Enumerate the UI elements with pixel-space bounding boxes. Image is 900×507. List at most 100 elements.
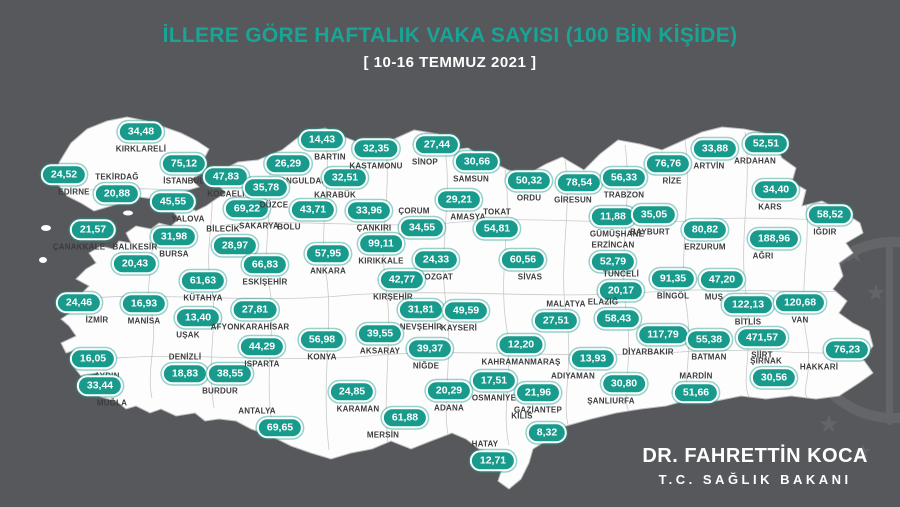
province-value-badge: 20,29 bbox=[425, 380, 473, 401]
province-marker: 78,54 GİRESUN bbox=[554, 172, 603, 204]
province-name-label: ARDAHAN bbox=[734, 155, 776, 165]
province-name-label: RİZE bbox=[662, 175, 682, 185]
province-marker: 471,57 SİİRT bbox=[735, 327, 789, 359]
province-marker: 60,56 SİVAS bbox=[499, 249, 547, 281]
province-marker: 24,33 YOZGAT bbox=[412, 249, 460, 281]
province-name-label: İZMİR bbox=[85, 314, 109, 324]
province-marker: 21,96 GAZİANTEP bbox=[514, 382, 562, 414]
province-value-badge: 28,97 bbox=[211, 235, 259, 256]
province-name-label: BURSA bbox=[159, 248, 189, 258]
province-name-label: YALOVA bbox=[171, 213, 205, 223]
province-marker: 33,44 MUĞLA bbox=[76, 375, 127, 407]
province-marker: 50,32 ORDU bbox=[505, 170, 553, 202]
province-name-label: AMASYA bbox=[450, 211, 486, 221]
province-marker: 12,20 KAHRAMANMARAŞ bbox=[481, 334, 560, 366]
province-name-label: BİTLİS bbox=[734, 316, 762, 326]
svg-text:★: ★ bbox=[866, 280, 886, 305]
province-name-label: ÇORUM bbox=[398, 206, 430, 216]
province-marker: 39,55 AKSARAY bbox=[356, 323, 404, 355]
province-marker: 30,66 SAMSUN bbox=[453, 151, 501, 183]
province-value-badge: 38,55 bbox=[206, 363, 254, 384]
province-marker: 76,76 RİZE bbox=[644, 153, 692, 185]
province-name-label: IĞDIR bbox=[813, 226, 837, 236]
province-marker: ERZİNCAN 52,79 bbox=[589, 240, 637, 272]
province-value-badge: 58,52 bbox=[806, 204, 854, 225]
province-value-badge: 76,76 bbox=[644, 153, 692, 174]
province-name-label: GAZİANTEP bbox=[513, 404, 563, 414]
province-name-label: TRABZON bbox=[603, 189, 645, 199]
province-value-badge: 26,29 bbox=[264, 153, 312, 174]
province-value-badge: 21,96 bbox=[514, 382, 562, 403]
province-marker: 11,88 GÜMÜŞHANE bbox=[586, 206, 644, 238]
province-marker: TEKİRDAĞ 20,88 bbox=[93, 172, 141, 204]
province-value-badge: 117,79 bbox=[637, 324, 689, 345]
province-name-label: KARABÜK bbox=[314, 189, 356, 199]
province-name-label: BARTIN bbox=[314, 151, 346, 161]
province-name-label: KIRKLARELİ bbox=[115, 143, 167, 153]
signature-block: DR. FAHRETTİN KOCA T.C. SAĞLIK BAKANI bbox=[642, 445, 868, 487]
province-marker: 33,96 ÇANKIRI bbox=[345, 200, 393, 232]
province-name-label: BURDUR bbox=[202, 385, 238, 395]
province-value-badge: 39,55 bbox=[356, 323, 404, 344]
province-marker: 20,29 ADANA bbox=[425, 380, 473, 412]
province-name-label: ISPARTA bbox=[244, 358, 280, 368]
province-value-badge: 78,54 bbox=[555, 172, 603, 193]
province-marker: ŞIRNAK 30,56 bbox=[750, 356, 798, 388]
province-marker: BALIKESİR 20,43 bbox=[111, 242, 159, 274]
province-value-badge: 33,96 bbox=[345, 200, 393, 221]
minister-title: T.C. SAĞLIK BAKANI bbox=[658, 472, 852, 487]
province-value-badge: 31,81 bbox=[397, 299, 445, 320]
province-marker: 29,21 AMASYA bbox=[435, 189, 486, 221]
province-value-badge: 33,44 bbox=[76, 375, 124, 396]
province-name-label: ADIYAMAN bbox=[551, 370, 595, 380]
province-value-badge: 91,35 bbox=[649, 268, 697, 289]
province-marker: 24,46 İZMİR bbox=[55, 292, 108, 324]
province-marker: 44,29 ISPARTA bbox=[238, 336, 286, 368]
province-name-label: TEKİRDAĞ bbox=[95, 172, 139, 182]
province-name-label: ORDU bbox=[516, 192, 542, 202]
province-value-badge: 51,66 bbox=[672, 382, 720, 403]
province-value-badge: 47,83 bbox=[202, 166, 250, 187]
province-marker: 13,93 ADIYAMAN bbox=[551, 348, 617, 380]
province-name-label: KAHRAMANMARAŞ bbox=[481, 356, 561, 366]
province-name-label: MUŞ bbox=[704, 291, 724, 301]
province-value-badge: 69,65 bbox=[256, 417, 304, 438]
province-name-label: ANTALYA bbox=[238, 406, 276, 416]
province-value-badge: 61,88 bbox=[381, 407, 429, 428]
province-name-label: BAYBURT bbox=[630, 226, 670, 236]
province-value-badge: 34,40 bbox=[752, 179, 800, 200]
province-name-label: TUNCELİ bbox=[602, 269, 640, 279]
province-name-label: ŞIRNAK bbox=[750, 356, 782, 366]
province-marker: 34,48 KIRKLARELİ bbox=[116, 121, 166, 153]
province-value-badge: 45,55 bbox=[149, 191, 197, 212]
province-value-badge: 188,96 bbox=[747, 228, 801, 249]
province-marker: 75,12 İSTANBUL bbox=[160, 153, 208, 185]
province-value-badge: 12,20 bbox=[497, 334, 545, 355]
province-value-badge: 33,88 bbox=[691, 138, 739, 159]
province-marker: 43,71 BOLU bbox=[277, 199, 337, 231]
province-name-label: KİLİS bbox=[511, 411, 533, 421]
svg-text:★: ★ bbox=[818, 411, 840, 438]
province-marker: 61,63 KÜTAHYA bbox=[179, 270, 227, 302]
province-value-badge: 57,95 bbox=[304, 243, 352, 264]
province-name-label: BİNGÖL bbox=[656, 290, 690, 300]
province-marker: TUNCELİ 20,17 bbox=[597, 269, 645, 301]
province-name-label: KOCAELİ bbox=[207, 188, 245, 198]
province-name-label: ÇANKIRI bbox=[356, 222, 392, 232]
province-value-badge: 39,37 bbox=[406, 338, 454, 359]
province-name-label: ŞANLIURFA bbox=[587, 395, 635, 405]
province-name-label: KARS bbox=[758, 201, 782, 211]
province-value-badge: 16,93 bbox=[120, 293, 168, 314]
province-marker: 24,52 EDİRNE bbox=[40, 164, 90, 196]
province-marker: 42,77 KIRŞEHİR bbox=[373, 269, 426, 301]
province-name-label: HATAY bbox=[471, 439, 499, 449]
province-value-badge: 27,81 bbox=[231, 299, 279, 320]
province-name-label: KIRŞEHİR bbox=[373, 291, 413, 301]
province-value-badge: 12,71 bbox=[469, 450, 517, 471]
province-marker: 45,55 YALOVA bbox=[149, 191, 204, 223]
province-value-badge: 24,46 bbox=[55, 292, 103, 313]
province-marker: 14,43 BARTIN bbox=[298, 129, 346, 161]
province-name-label: BALIKESİR bbox=[112, 242, 158, 252]
